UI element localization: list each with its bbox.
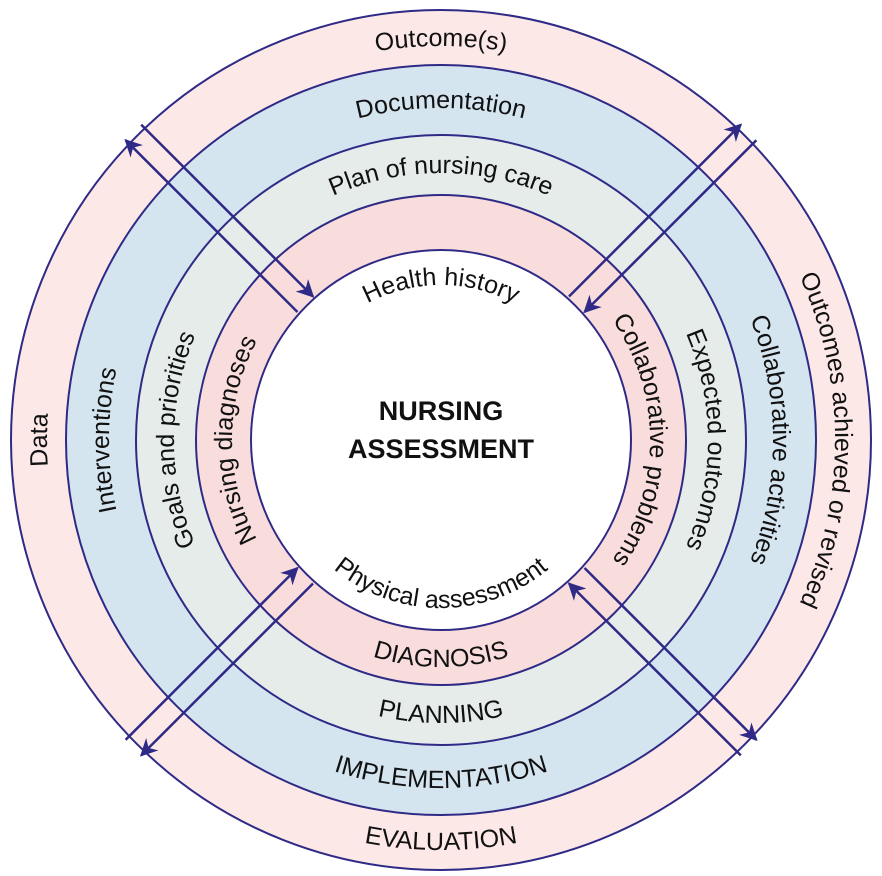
ring-left-label: Data — [25, 412, 54, 467]
process-arrow — [583, 139, 758, 314]
center-title: NURSING — [379, 396, 504, 426]
ring-top-label: Outcome(s) — [373, 24, 509, 57]
process-arrow — [124, 138, 299, 313]
center-title: ASSESSMENT — [348, 434, 535, 464]
process-arrow — [568, 123, 743, 298]
ring-top-label: Outcome(s) — [373, 24, 509, 57]
arrows — [124, 123, 758, 757]
process-arrow — [139, 582, 314, 757]
process-arrow — [567, 582, 742, 757]
ring-left-label: Data — [25, 412, 54, 467]
rings — [10, 9, 872, 871]
center-circle — [250, 249, 632, 631]
process-arrow — [140, 123, 315, 298]
process-arrow — [583, 567, 758, 742]
process-arrow — [124, 566, 299, 741]
